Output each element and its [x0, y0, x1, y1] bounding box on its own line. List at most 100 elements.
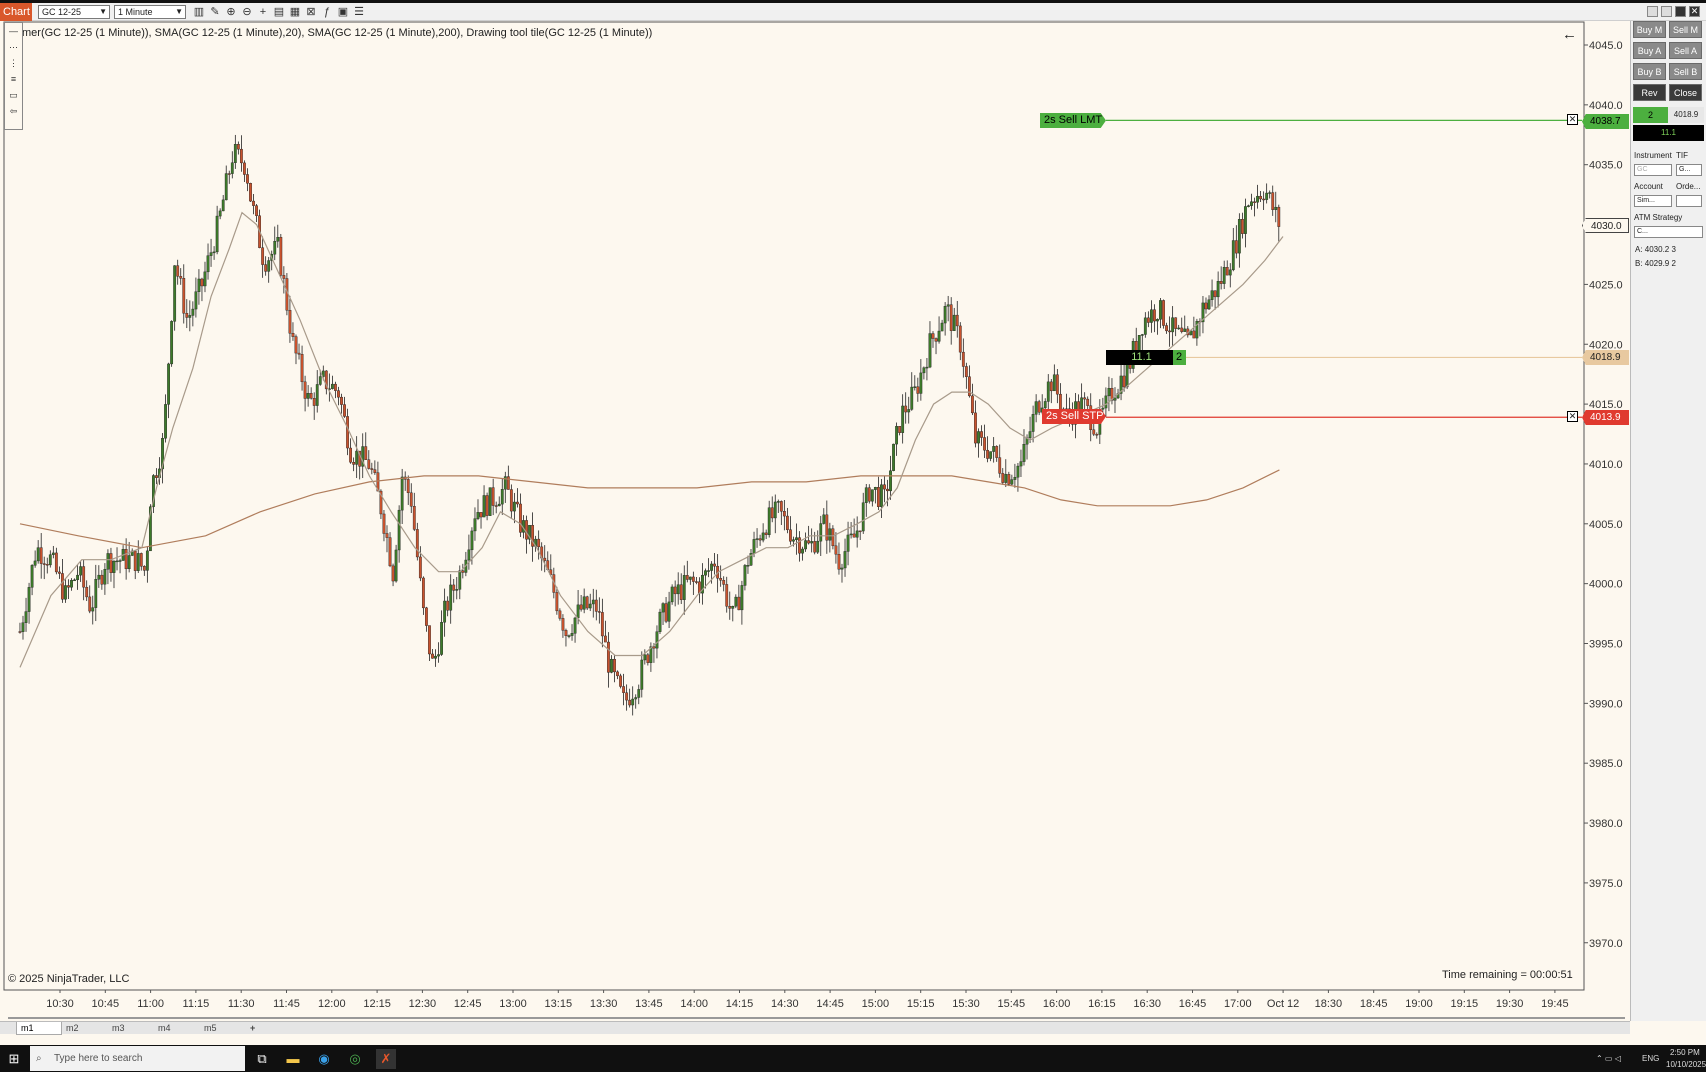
instrument-selector[interactable]: GC [1634, 164, 1672, 176]
candle-body [837, 553, 841, 570]
instrument-select[interactable]: GC 12-25 ▼ [38, 5, 110, 19]
price-chart[interactable]: 4045.0 4040.0 4035.0 4030.0 4025.0 4020.0 4015… [0, 0, 1630, 1021]
candle-body [1237, 219, 1241, 254]
crosshair-icon[interactable]: + [259, 6, 267, 18]
candle-body [704, 570, 707, 576]
candle-body [1146, 317, 1150, 323]
candle-body [76, 574, 79, 581]
close-icon[interactable]: ✕ [1689, 6, 1700, 17]
candle-body [206, 255, 210, 273]
tif-selector[interactable]: G... [1676, 164, 1702, 176]
candle-body [85, 586, 89, 598]
vertical-line-icon[interactable]: ⋮ [9, 58, 18, 68]
tab-m3[interactable]: m3 [112, 1023, 125, 1033]
add-tab-button[interactable]: + [250, 1023, 256, 1033]
maximize-button[interactable] [1675, 6, 1686, 17]
templates-icon[interactable]: ▦ [289, 6, 301, 18]
restore-button[interactable] [1661, 6, 1672, 17]
candle-body [779, 501, 783, 512]
chrome-icon[interactable]: ◎ [349, 1051, 361, 1066]
candle-body [145, 550, 149, 571]
clock-date[interactable]: 10/10/2025 [1666, 1060, 1706, 1069]
minimize-button[interactable] [1647, 6, 1658, 17]
candle-body [792, 539, 795, 542]
pencil-icon[interactable]: ✎ [210, 6, 220, 18]
cancel-stop-icon[interactable]: ✕ [1567, 411, 1578, 422]
sell-ask-button[interactable]: Sell A [1669, 42, 1702, 59]
candle-body [409, 492, 413, 507]
language-indicator[interactable]: ENG [1642, 1054, 1660, 1063]
stop-order-tag[interactable]: 2s Sell STP [1042, 409, 1106, 424]
candle-body [1268, 192, 1272, 194]
candle-body [376, 472, 380, 492]
candle-body [54, 552, 58, 573]
tab-m1[interactable]: m1 [16, 1022, 62, 1035]
buy-market-button[interactable]: Buy M [1633, 21, 1666, 38]
candle-body [1125, 362, 1129, 388]
period-select[interactable]: 1 Minute ▼ [114, 5, 186, 19]
bid-readout: B: 4029.9 2 [1635, 259, 1676, 268]
reverse-button[interactable]: Rev [1633, 84, 1666, 101]
screenshot-icon[interactable]: ⊠ [306, 6, 316, 18]
ninjatrader-icon[interactable]: ✗ [376, 1049, 396, 1069]
candle-body [637, 689, 641, 698]
candle-body [349, 447, 352, 463]
candle-body [209, 252, 213, 256]
edge-icon[interactable]: ◉ [318, 1051, 330, 1066]
candle-body [1016, 465, 1020, 478]
candle-body [276, 237, 280, 242]
tab-m4[interactable]: m4 [158, 1023, 171, 1033]
candle-body [761, 532, 765, 541]
file-explorer-icon[interactable]: ▬ [286, 1051, 300, 1066]
ray-tool-icon[interactable]: ⋯ [9, 42, 18, 52]
candle-body [995, 446, 999, 458]
tab-m5[interactable]: m5 [204, 1023, 217, 1033]
candle-body [239, 148, 243, 164]
zoom-out-icon[interactable]: ⊖ [242, 6, 252, 18]
list-icon[interactable]: ☰ [354, 6, 364, 18]
chart-window-title[interactable]: Chart [0, 3, 32, 21]
properties-icon[interactable]: ▤ [273, 6, 285, 18]
buy-ask-button[interactable]: Buy A [1633, 42, 1666, 59]
strategies-icon[interactable]: ▣ [337, 6, 349, 18]
candle-body [124, 549, 128, 570]
account-selector[interactable]: Sim... [1634, 195, 1672, 207]
candle-body [682, 575, 686, 600]
y-tick-label: 4015.0 [1589, 399, 1623, 411]
candle-body [91, 607, 95, 612]
line-tool-icon[interactable]: — [9, 26, 18, 36]
taskbar-search[interactable]: ⌕ Type here to search [30, 1046, 245, 1071]
clock-time[interactable]: 2:50 PM [1670, 1048, 1700, 1057]
tray-icons[interactable]: ⌃ ▭ ◁ [1596, 1054, 1621, 1063]
sell-bid-button[interactable]: Sell B [1669, 63, 1702, 80]
atm-strategy-selector[interactable]: C... [1634, 226, 1703, 238]
position-pnl[interactable]: 11.1 [1106, 350, 1173, 365]
arrow-left-icon[interactable]: ← [1562, 26, 1577, 43]
buy-bid-button[interactable]: Buy B [1633, 63, 1666, 80]
close-position-button[interactable]: Close [1669, 84, 1702, 101]
instrument-select-value: GC 12-25 [42, 7, 82, 17]
sell-market-button[interactable]: Sell M [1669, 21, 1702, 38]
limit-order-tag[interactable]: 2s Sell LMT [1040, 113, 1106, 128]
position-qty[interactable]: 2 [1173, 350, 1186, 365]
order-qty-stepper[interactable] [1676, 195, 1702, 207]
candle-body [658, 611, 662, 632]
fibonacci-icon[interactable]: ≡ [10, 74, 17, 84]
candle-body [1043, 401, 1047, 409]
windows-start-icon[interactable]: ⊞ [8, 1051, 20, 1066]
bars-type-icon[interactable]: ▥ [193, 6, 205, 18]
rectangle-icon[interactable]: ▭ [9, 90, 18, 100]
candle-body [977, 431, 980, 444]
tab-m2[interactable]: m2 [66, 1023, 79, 1033]
candle-body [646, 654, 650, 663]
candle-body [928, 333, 932, 368]
candle-body [500, 489, 504, 505]
task-view-icon[interactable]: ⧉ [257, 1051, 267, 1066]
indicators-icon[interactable]: ƒ [323, 6, 331, 18]
arrow-tool-icon[interactable]: ⇦ [9, 106, 18, 116]
candle-body [625, 692, 629, 701]
candle-body [133, 550, 137, 571]
zoom-in-icon[interactable]: ⊕ [226, 6, 236, 18]
candle-body [1143, 317, 1147, 335]
cancel-limit-icon[interactable]: ✕ [1567, 114, 1578, 125]
